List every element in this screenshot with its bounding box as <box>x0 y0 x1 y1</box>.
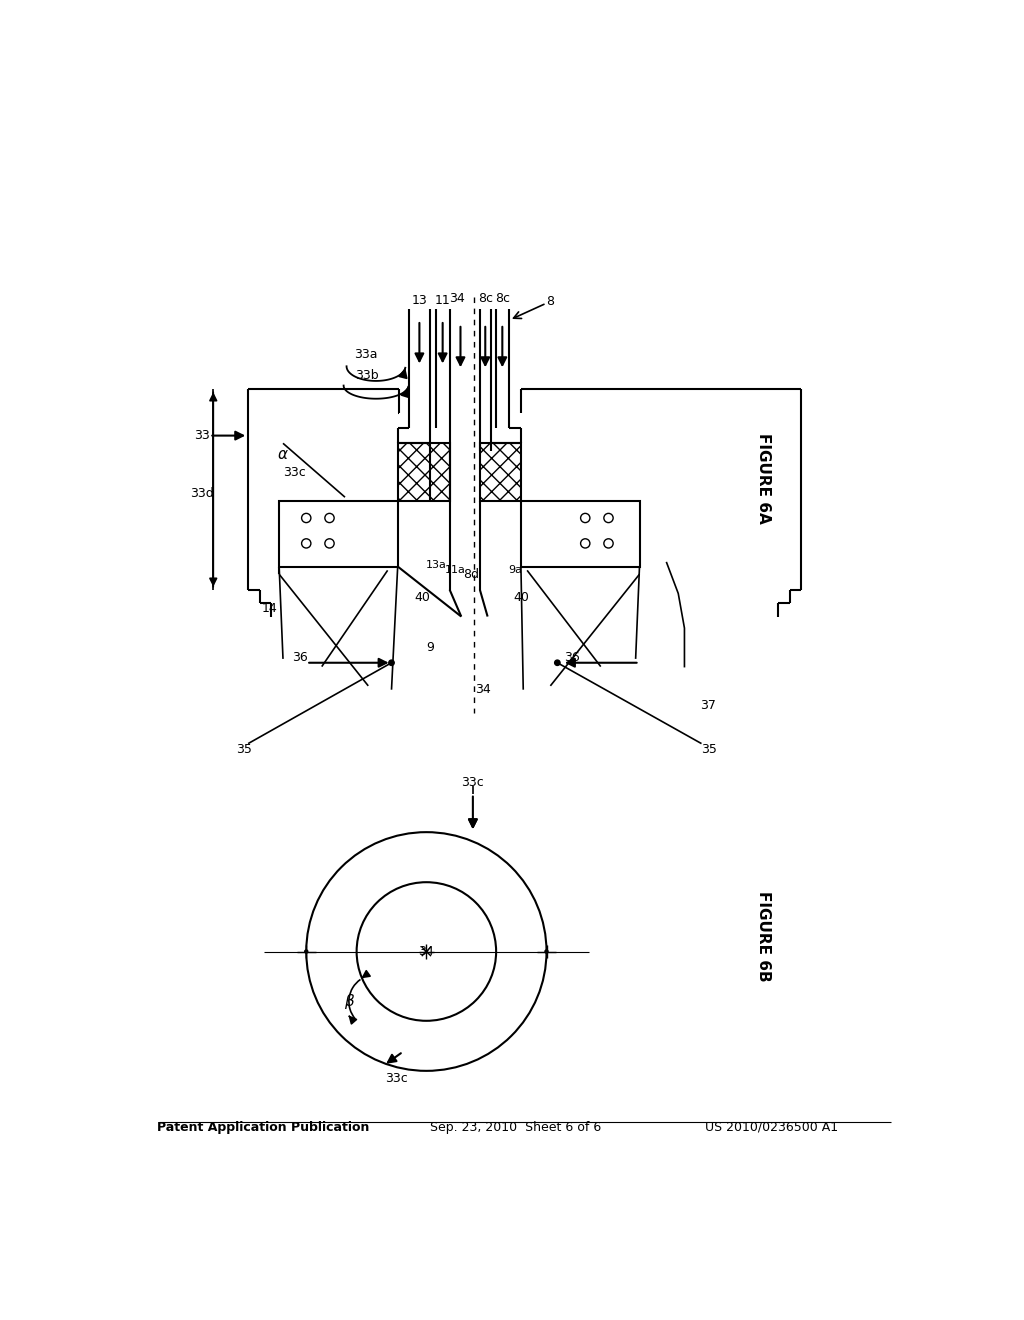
Text: FIGURE 6A: FIGURE 6A <box>756 433 771 523</box>
Text: 33c: 33c <box>386 1072 409 1085</box>
Text: 8c: 8c <box>478 292 494 305</box>
Text: 13: 13 <box>412 294 427 308</box>
Text: 14: 14 <box>262 602 278 615</box>
Text: 11a: 11a <box>444 565 466 574</box>
Text: Sep. 23, 2010  Sheet 6 of 6: Sep. 23, 2010 Sheet 6 of 6 <box>430 1121 601 1134</box>
Circle shape <box>555 660 560 665</box>
Text: 9: 9 <box>426 640 434 653</box>
Text: 8c: 8c <box>495 292 510 305</box>
Text: 9a: 9a <box>509 565 522 574</box>
Text: 36: 36 <box>564 651 580 664</box>
Text: 34: 34 <box>475 684 490 696</box>
Text: 34: 34 <box>419 945 434 958</box>
Circle shape <box>389 660 394 665</box>
Text: 33b: 33b <box>355 370 379 381</box>
Circle shape <box>305 950 308 953</box>
Text: 11: 11 <box>435 294 451 308</box>
Text: 40: 40 <box>514 591 529 603</box>
Text: 33d: 33d <box>189 487 213 500</box>
Text: 35: 35 <box>701 743 717 756</box>
Text: 37: 37 <box>699 698 716 711</box>
Text: 33c: 33c <box>284 466 306 479</box>
Text: 33a: 33a <box>354 348 378 362</box>
Text: 34: 34 <box>449 292 465 305</box>
Text: α: α <box>278 447 288 462</box>
Text: 36: 36 <box>292 651 308 664</box>
Polygon shape <box>480 444 521 502</box>
Text: β: β <box>344 994 353 1008</box>
Text: 33c: 33c <box>462 776 484 788</box>
Text: 35: 35 <box>237 743 252 756</box>
Text: Patent Application Publication: Patent Application Publication <box>158 1121 370 1134</box>
Text: 8d: 8d <box>463 568 479 581</box>
Polygon shape <box>397 444 450 502</box>
Circle shape <box>545 950 548 953</box>
Text: 40: 40 <box>415 591 430 603</box>
Text: FIGURE 6B: FIGURE 6B <box>756 891 771 981</box>
Text: 8: 8 <box>547 296 554 308</box>
Text: 33: 33 <box>194 429 210 442</box>
Text: 13a: 13a <box>426 560 446 570</box>
Text: US 2010/0236500 A1: US 2010/0236500 A1 <box>705 1121 838 1134</box>
